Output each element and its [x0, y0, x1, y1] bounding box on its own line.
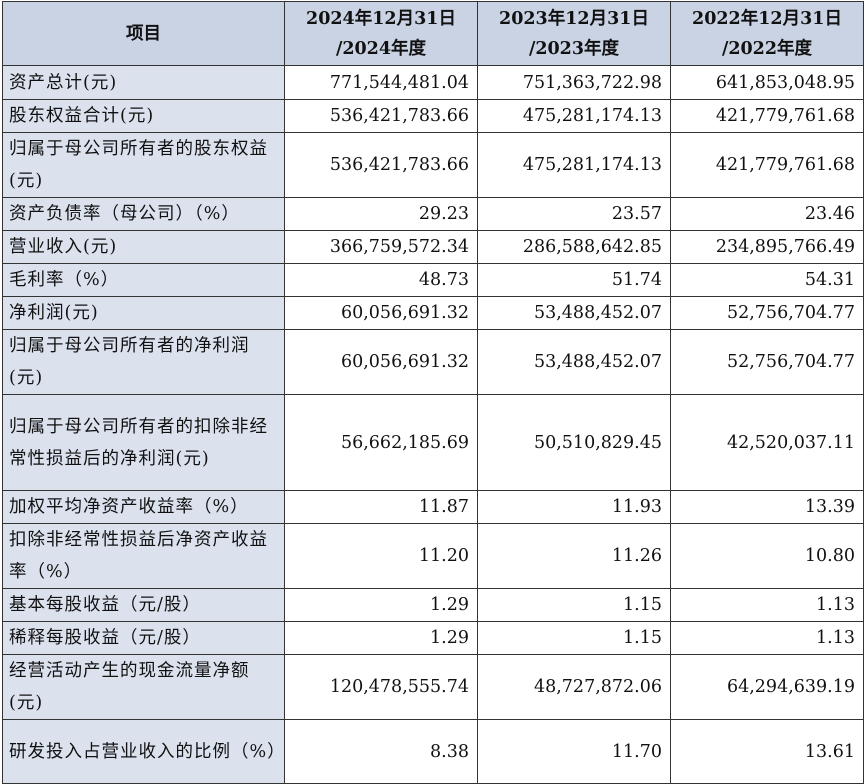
value-2023: 23.57: [477, 197, 671, 231]
value-2023: 11.26: [477, 523, 671, 589]
header-2023-year: /2023年度: [528, 38, 620, 59]
row-label: 归属于母公司所有者的股东权益(元): [2, 132, 285, 198]
value-2023: 11.93: [477, 490, 671, 524]
row-label: 净利润(元): [2, 296, 285, 330]
table-row: 归属于母公司所有者的股东权益(元) 536,421,783.66 475,281…: [2, 132, 864, 198]
header-2024-date: 2024年12月31日: [306, 8, 456, 29]
table-row: 资产负债率（母公司）（%） 29.23 23.57 23.46: [2, 197, 864, 231]
value-2024: 60,056,691.32: [284, 329, 478, 395]
value-2023: 51.74: [477, 263, 671, 297]
row-label: 稀释每股收益（元/股）: [2, 621, 285, 655]
value-2022: 641,853,048.95: [670, 65, 864, 100]
row-label: 资产总计(元): [2, 65, 285, 100]
value-2022: 421,779,761.68: [670, 99, 864, 133]
value-2022: 421,779,761.68: [670, 132, 864, 198]
value-2022: 54.31: [670, 263, 864, 297]
header-2023-date: 2023年12月31日: [499, 8, 649, 29]
value-2023: 475,281,174.13: [477, 99, 671, 133]
row-label: 股东权益合计(元): [2, 99, 285, 133]
value-2022: 13.61: [670, 719, 864, 784]
value-2024: 771,544,481.04: [284, 65, 478, 100]
header-2022-date: 2022年12月31日: [692, 8, 842, 29]
table-row: 研发投入占营业收入的比例（%） 8.38 11.70 13.61: [2, 719, 864, 784]
row-label: 营业收入(元): [2, 230, 285, 264]
value-2023: 286,588,642.85: [477, 230, 671, 264]
value-2023: 53,488,452.07: [477, 329, 671, 395]
table-row: 股东权益合计(元) 536,421,783.66 475,281,174.13 …: [2, 99, 864, 133]
row-label: 归属于母公司所有者的净利润(元): [2, 329, 285, 395]
header-2022-year: /2022年度: [721, 38, 813, 59]
value-2024: 60,056,691.32: [284, 296, 478, 330]
value-2022: 52,756,704.77: [670, 296, 864, 330]
value-2024: 8.38: [284, 719, 478, 784]
table-row: 归属于母公司所有者的净利润(元) 60,056,691.32 53,488,45…: [2, 329, 864, 395]
header-2024-year: /2024年度: [335, 38, 427, 59]
value-2022: 42,520,037.11: [670, 394, 864, 491]
table-row: 扣除非经常性损益后净资产收益率（%） 11.20 11.26 10.80: [2, 523, 864, 589]
value-2024: 56,662,185.69: [284, 394, 478, 491]
row-label: 扣除非经常性损益后净资产收益率（%）: [2, 523, 285, 589]
table-row: 经营活动产生的现金流量净额(元) 120,478,555.74 48,727,8…: [2, 654, 864, 720]
header-2022: 2022年12月31日 /2022年度: [670, 1, 864, 66]
value-2024: 536,421,783.66: [284, 132, 478, 198]
value-2022: 52,756,704.77: [670, 329, 864, 395]
table-row: 营业收入(元) 366,759,572.34 286,588,642.85 23…: [2, 230, 864, 264]
value-2023: 1.15: [477, 588, 671, 622]
row-label: 资产负债率（母公司）（%）: [2, 197, 285, 231]
value-2022: 1.13: [670, 588, 864, 622]
value-2022: 13.39: [670, 490, 864, 524]
row-label: 毛利率（%）: [2, 263, 285, 297]
value-2024: 1.29: [284, 621, 478, 655]
table-row: 净利润(元) 60,056,691.32 53,488,452.07 52,75…: [2, 296, 864, 330]
table-row: 资产总计(元) 771,544,481.04 751,363,722.98 64…: [2, 65, 864, 100]
table-header-row: 项目 2024年12月31日 /2024年度 2023年12月31日 /2023…: [2, 1, 864, 66]
value-2023: 53,488,452.07: [477, 296, 671, 330]
row-label: 经营活动产生的现金流量净额(元): [2, 654, 285, 720]
value-2023: 50,510,829.45: [477, 394, 671, 491]
value-2022: 23.46: [670, 197, 864, 231]
table-row: 加权平均净资产收益率（%） 11.87 11.93 13.39: [2, 490, 864, 524]
value-2024: 366,759,572.34: [284, 230, 478, 264]
value-2024: 536,421,783.66: [284, 99, 478, 133]
table-row: 稀释每股收益（元/股） 1.29 1.15 1.13: [2, 621, 864, 655]
value-2022: 64,294,639.19: [670, 654, 864, 720]
row-label: 基本每股收益（元/股）: [2, 588, 285, 622]
value-2024: 29.23: [284, 197, 478, 231]
value-2024: 11.87: [284, 490, 478, 524]
value-2024: 1.29: [284, 588, 478, 622]
row-label: 归属于母公司所有者的扣除非经常性损益后的净利润(元): [2, 394, 285, 491]
value-2024: 48.73: [284, 263, 478, 297]
header-item: 项目: [2, 1, 285, 66]
value-2023: 751,363,722.98: [477, 65, 671, 100]
value-2023: 48,727,872.06: [477, 654, 671, 720]
value-2024: 120,478,555.74: [284, 654, 478, 720]
header-item-label: 项目: [126, 23, 161, 44]
value-2023: 475,281,174.13: [477, 132, 671, 198]
header-2024: 2024年12月31日 /2024年度: [284, 1, 478, 66]
table-row: 基本每股收益（元/股） 1.29 1.15 1.13: [2, 588, 864, 622]
header-2023: 2023年12月31日 /2023年度: [477, 1, 671, 66]
value-2024: 11.20: [284, 523, 478, 589]
row-label: 加权平均净资产收益率（%）: [2, 490, 285, 524]
value-2022: 1.13: [670, 621, 864, 655]
value-2022: 234,895,766.49: [670, 230, 864, 264]
value-2022: 10.80: [670, 523, 864, 589]
row-label: 研发投入占营业收入的比例（%）: [2, 719, 285, 784]
value-2023: 11.70: [477, 719, 671, 784]
value-2023: 1.15: [477, 621, 671, 655]
table-row: 毛利率（%） 48.73 51.74 54.31: [2, 263, 864, 297]
table-row: 归属于母公司所有者的扣除非经常性损益后的净利润(元) 56,662,185.69…: [2, 394, 864, 491]
